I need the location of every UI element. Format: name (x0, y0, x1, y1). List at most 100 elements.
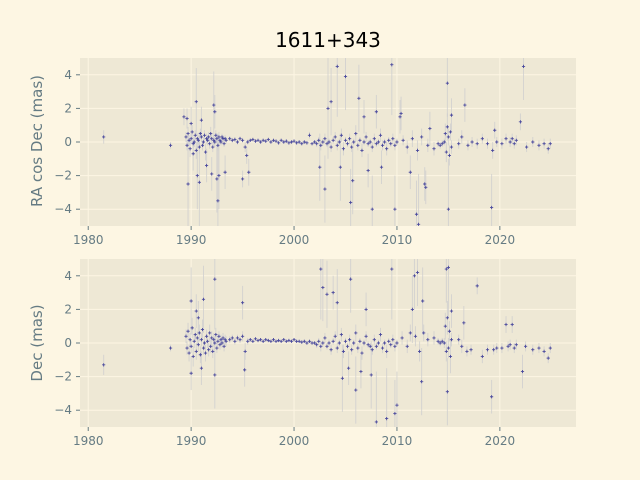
data-point (213, 110, 217, 114)
x-tick-label: 1990 (176, 434, 207, 448)
data-point (325, 142, 329, 146)
data-point (186, 132, 190, 136)
data-point (368, 344, 372, 348)
data-point (271, 338, 276, 342)
data-point (228, 338, 232, 342)
data-point (192, 140, 196, 144)
data-point (440, 142, 444, 146)
data-point (546, 147, 550, 151)
data-point (313, 140, 317, 144)
data-point (188, 147, 192, 151)
data-point (333, 334, 337, 338)
data-point (360, 148, 364, 152)
data-point (217, 334, 221, 338)
data-point (269, 339, 273, 343)
data-point (206, 339, 210, 343)
data-point (102, 135, 106, 139)
data-point (282, 338, 286, 342)
data-point (362, 115, 366, 119)
data-point (302, 140, 306, 144)
data-point (428, 126, 432, 131)
x-tick-label: 2020 (485, 233, 516, 247)
data-point (378, 133, 383, 137)
data-point (369, 373, 373, 377)
data-point (207, 348, 211, 352)
data-point (495, 346, 499, 350)
data-point (444, 349, 448, 353)
data-point (282, 140, 286, 144)
data-point (196, 138, 200, 142)
data-point (379, 165, 384, 169)
data-point (317, 339, 321, 343)
data-point (491, 148, 495, 152)
data-point (235, 336, 240, 340)
data-point (321, 140, 325, 144)
data-point (300, 142, 304, 146)
data-point (448, 354, 453, 359)
data-point (199, 338, 204, 342)
data-point (387, 138, 391, 142)
data-point (289, 339, 294, 343)
data-point (213, 373, 217, 377)
data-point (202, 133, 207, 137)
data-point (531, 348, 535, 352)
data-point (196, 316, 200, 320)
data-point (514, 138, 518, 142)
data-point (426, 143, 430, 147)
data-point (475, 284, 479, 288)
data-point (378, 333, 383, 337)
data-point (184, 334, 188, 338)
data-point (223, 170, 227, 174)
data-point (269, 140, 273, 144)
data-point (279, 138, 283, 142)
data-point (266, 137, 270, 142)
data-point (366, 343, 370, 347)
data-point (356, 346, 360, 350)
data-point (446, 346, 450, 350)
data-point (537, 346, 541, 350)
data-point (337, 341, 341, 345)
data-point (199, 135, 204, 139)
data-point (490, 395, 494, 399)
data-point (194, 309, 198, 313)
data-point (219, 338, 223, 342)
data-point (194, 100, 198, 104)
data-point (350, 348, 354, 352)
data-point (224, 138, 228, 142)
data-point (185, 116, 189, 121)
data-point (201, 140, 206, 144)
data-point (490, 205, 494, 210)
data-point (376, 341, 381, 345)
data-point (469, 348, 473, 352)
data-point (295, 141, 299, 145)
data-point (192, 339, 196, 343)
data-point (300, 340, 304, 344)
data-point (523, 344, 528, 348)
data-point (274, 139, 278, 143)
data-point (261, 339, 265, 343)
data-point (423, 182, 427, 186)
data-point (203, 150, 208, 154)
data-point (385, 349, 389, 353)
data-point (410, 307, 414, 311)
data-point (321, 341, 325, 345)
data-point (200, 143, 205, 147)
data-point (319, 143, 323, 147)
data-point (339, 333, 343, 337)
data-point (382, 140, 387, 144)
data-point (521, 64, 526, 68)
data-point (357, 96, 361, 100)
data-point (345, 142, 350, 146)
data-point (256, 338, 260, 343)
data-point (382, 341, 387, 345)
data-point (546, 356, 550, 360)
data-point (512, 346, 516, 350)
data-point (186, 329, 190, 333)
data-point (348, 137, 352, 141)
data-point (210, 172, 214, 176)
data-point (506, 344, 510, 348)
data-point (366, 168, 370, 173)
data-point (319, 267, 323, 271)
data-point (206, 138, 210, 142)
data-point (248, 338, 252, 342)
